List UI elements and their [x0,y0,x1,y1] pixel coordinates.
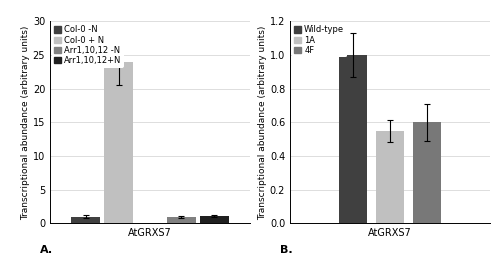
Bar [200,216,228,223]
Bar [413,122,442,223]
Text: B.: B. [280,245,292,255]
Text: A.: A. [40,245,53,255]
Y-axis label: Transcriptional abundance (arbitrary units): Transcriptional abundance (arbitrary uni… [21,25,30,219]
Legend: Col-0 -N, Col-0 + N, Arr1,10,12 -N, Arr1,10,12+N: Col-0 -N, Col-0 + N, Arr1,10,12 -N, Arr1… [52,23,124,68]
Bar [72,217,100,223]
Bar [104,62,133,223]
Y-axis label: Transcriptional abundance (arbitrary units): Transcriptional abundance (arbitrary uni… [258,25,267,219]
Legend: Wild-type, 1A, 4F: Wild-type, 1A, 4F [292,23,347,57]
Bar [376,131,404,223]
Bar [167,217,196,223]
Bar [338,55,367,223]
